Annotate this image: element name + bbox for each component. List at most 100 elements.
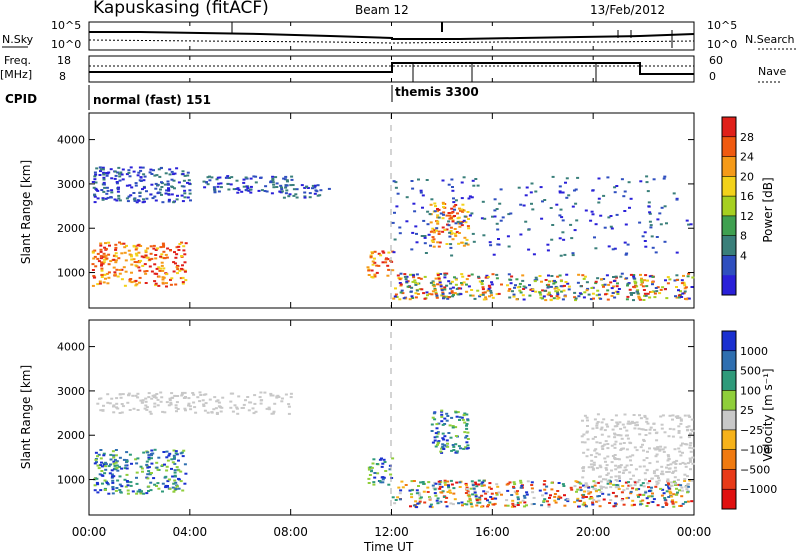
velocity-cell	[645, 505, 649, 507]
velocity-cell	[676, 491, 679, 494]
power-cell	[254, 181, 258, 184]
velocity-cell	[189, 408, 193, 411]
velocity-cell	[663, 446, 667, 449]
velocity-cell	[525, 504, 528, 507]
power-cell	[102, 183, 106, 186]
power-cell	[114, 243, 118, 246]
power-cell	[319, 189, 323, 192]
power-cell	[432, 245, 436, 248]
power-cell	[599, 214, 603, 217]
power-cell	[92, 257, 96, 260]
power-cell	[443, 288, 447, 291]
velocity-cell	[654, 455, 658, 458]
velocity-cell	[171, 475, 175, 478]
power-cell	[414, 292, 418, 295]
power-cell	[590, 287, 594, 289]
velocity-cell	[566, 498, 570, 501]
velocity-cell	[111, 492, 115, 495]
velocity-cell	[630, 504, 634, 507]
power-cell	[142, 256, 146, 259]
velocity-cell	[623, 466, 627, 469]
power-cell	[612, 276, 615, 278]
power-cell	[425, 179, 429, 181]
power-cell	[115, 268, 119, 271]
velocity-cell	[532, 496, 536, 499]
velocity-cell	[668, 427, 672, 430]
velocity-cell	[478, 498, 482, 501]
power-cell	[478, 280, 482, 283]
power-cell	[443, 273, 447, 276]
velocity-cell	[488, 486, 491, 489]
power-cell	[680, 282, 684, 285]
velocity-cell	[667, 484, 671, 487]
power-cell	[98, 166, 102, 169]
velocity-cell	[670, 495, 674, 498]
velocity-cell	[448, 424, 452, 427]
velocity-cell	[662, 450, 666, 453]
velocity-cell	[388, 464, 392, 467]
velocity-cell	[574, 480, 578, 483]
power-cell	[436, 222, 440, 225]
power-cell	[443, 276, 447, 279]
power-cell	[432, 238, 436, 241]
power-cell	[384, 258, 388, 261]
velocity-cell	[445, 419, 449, 422]
velocity-cell	[110, 469, 114, 472]
power-cell	[559, 254, 563, 257]
power-cell	[465, 278, 469, 281]
velocity-cell	[647, 486, 650, 489]
power-cell	[442, 203, 445, 205]
velocity-cell	[179, 452, 183, 455]
velocity-cell	[639, 503, 642, 506]
velocity-cell	[146, 451, 150, 454]
power-cell	[626, 284, 629, 287]
power-cell	[98, 174, 102, 176]
power-cell	[120, 173, 124, 176]
velocity-cell	[462, 414, 466, 417]
power-cell	[366, 266, 370, 269]
velocity-cell	[367, 477, 371, 480]
velocity-cell	[139, 399, 143, 402]
power-cell	[162, 245, 165, 248]
velocity-cell	[686, 429, 689, 432]
power-cell	[228, 177, 231, 179]
power-cell	[434, 291, 438, 294]
velocity-cell	[414, 500, 418, 503]
velocity-cell	[609, 476, 613, 479]
power-cell	[632, 277, 636, 280]
velocity-cell	[120, 411, 124, 414]
velocity-cell	[603, 457, 607, 460]
velocity-cell	[646, 450, 649, 453]
velocity-cell	[683, 443, 687, 446]
velocity-cell	[149, 412, 153, 415]
velocity-cell	[157, 456, 161, 459]
velocity-cell	[586, 419, 589, 422]
power-cell	[117, 166, 121, 169]
velocity-cell	[661, 506, 665, 508]
velocity-cell	[289, 396, 293, 399]
velocity-cell	[435, 499, 439, 502]
power-cell	[555, 295, 559, 298]
velocity-cell	[582, 493, 586, 496]
velocity-cell	[141, 399, 145, 402]
power-cell	[410, 180, 414, 182]
velocity-cell	[110, 473, 114, 476]
power-cell	[433, 202, 437, 205]
velocity-cell	[150, 472, 153, 474]
power-cell	[129, 166, 133, 169]
velocity-cell	[172, 482, 176, 485]
velocity-cell	[177, 459, 180, 462]
velocity-cell	[371, 462, 375, 465]
power-cell	[495, 222, 499, 225]
power-cell	[493, 209, 497, 212]
velocity-cell	[673, 476, 677, 479]
velocity-cell	[172, 457, 176, 460]
power-cell	[369, 254, 373, 257]
velocity-cell	[636, 481, 640, 484]
power-cell	[677, 296, 681, 299]
velocity-cell	[145, 460, 149, 463]
power-cell	[135, 247, 139, 250]
velocity-cell	[410, 496, 414, 499]
power-cell	[401, 292, 405, 295]
